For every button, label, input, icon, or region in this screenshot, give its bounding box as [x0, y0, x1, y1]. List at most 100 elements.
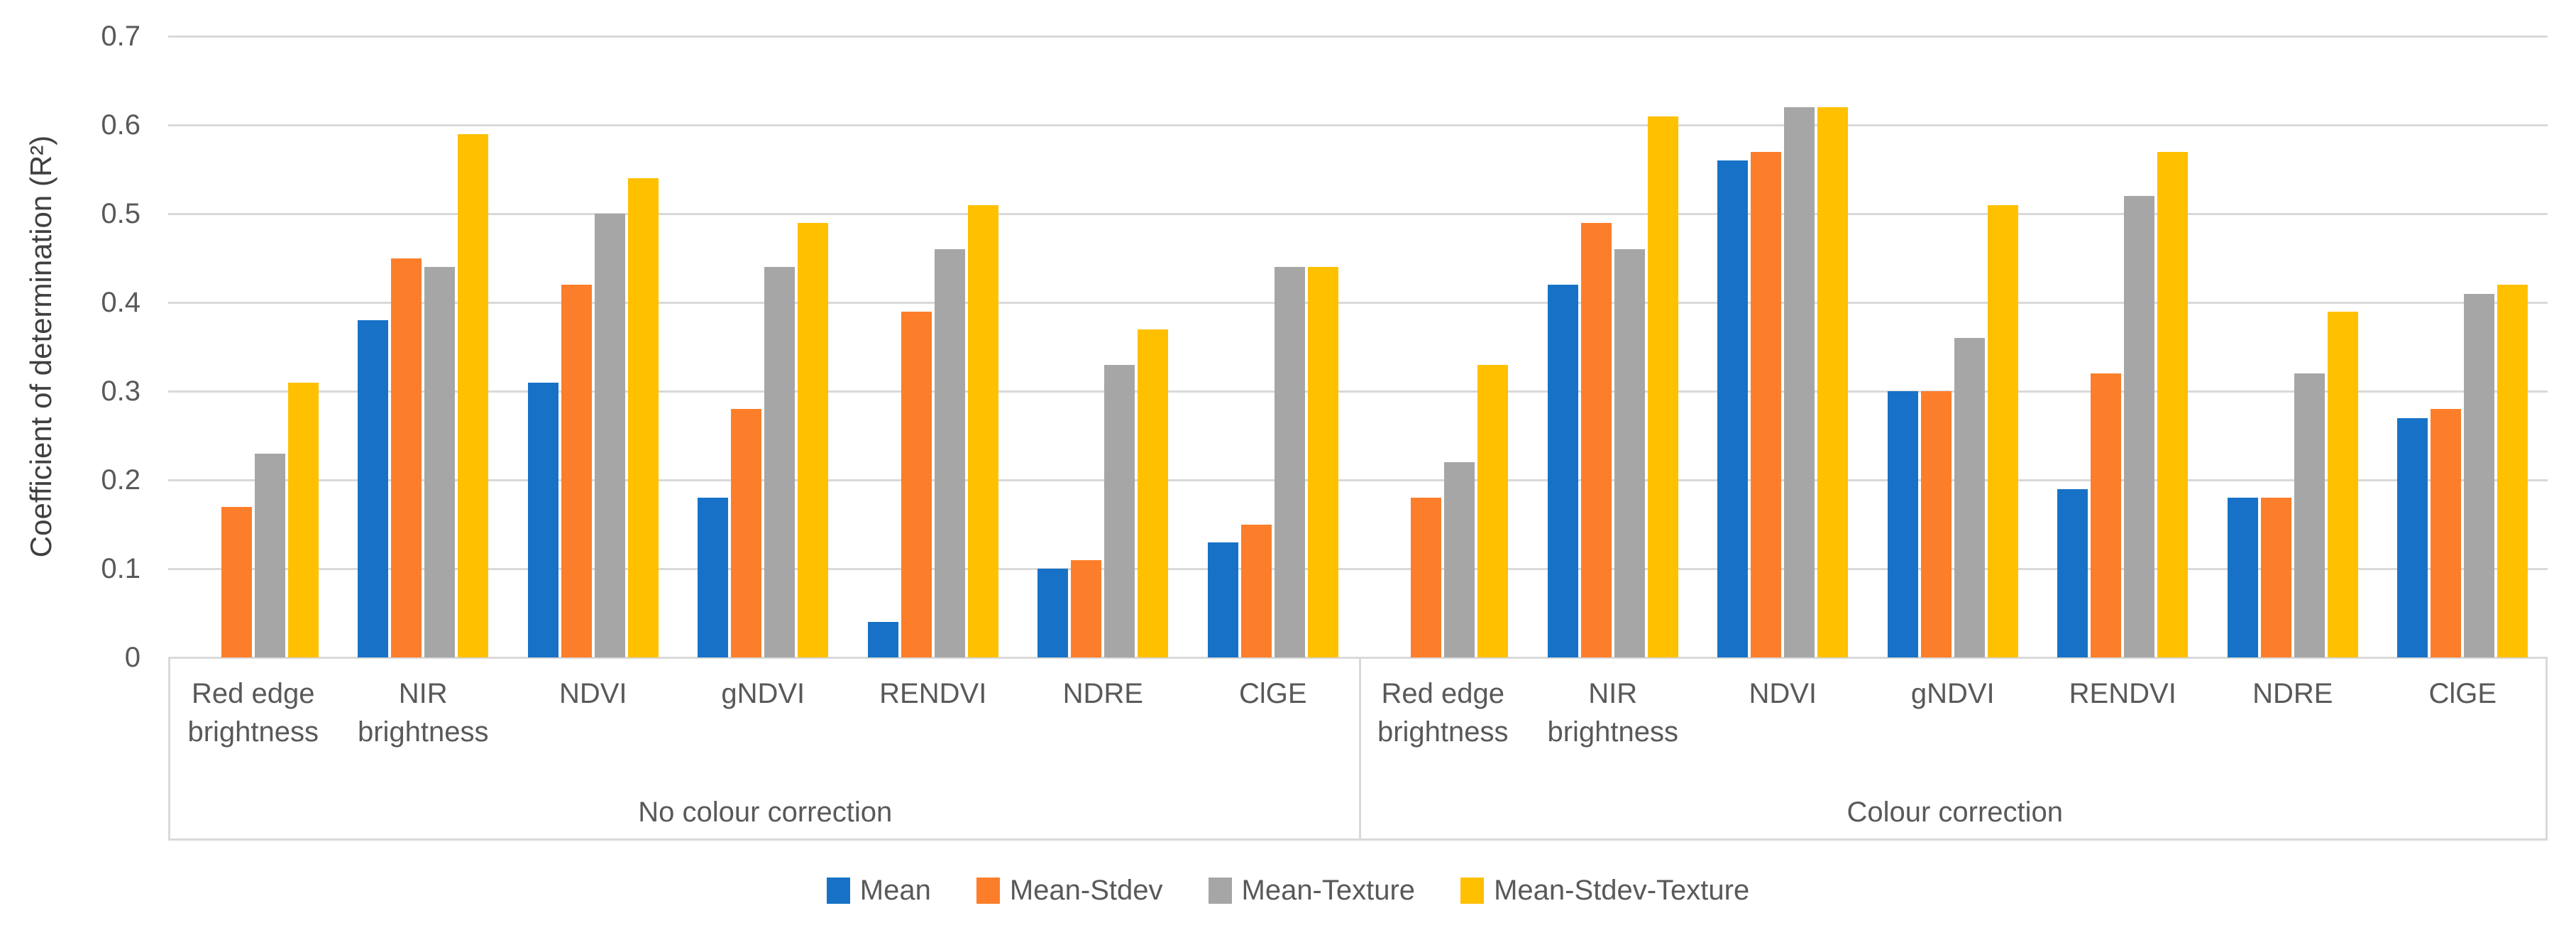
- legend-swatch: [1208, 878, 1232, 904]
- bar: [287, 382, 319, 657]
- bar: [1477, 364, 1509, 657]
- category-label: NDRE: [1062, 678, 1143, 709]
- legend-item: Mean: [826, 875, 931, 907]
- gridline: [168, 656, 2548, 659]
- bar: [2227, 498, 2258, 657]
- bar: [698, 498, 729, 657]
- plot-area: [168, 35, 2548, 659]
- bar: [1954, 338, 1985, 657]
- legend-swatch: [1460, 878, 1485, 904]
- gridline: [168, 567, 2548, 570]
- y-axis-title: Coefficient of determination (R²): [24, 135, 57, 558]
- category-label: NDVI: [1749, 678, 1817, 709]
- bar: [1037, 569, 1069, 657]
- bar: [627, 178, 659, 657]
- bar: [358, 320, 389, 657]
- legend-item: Mean-Texture: [1208, 875, 1416, 907]
- legend-swatch: [976, 878, 1000, 904]
- y-tick-label: 0.3: [101, 376, 141, 407]
- bar: [1104, 364, 1135, 657]
- gridline: [168, 479, 2548, 481]
- bar: [967, 204, 998, 657]
- bar: [1647, 116, 1678, 657]
- category-label: RENDVI: [879, 678, 987, 709]
- bar: [1920, 391, 1952, 657]
- bar: [1444, 462, 1475, 657]
- group-divider: [1359, 657, 1361, 838]
- y-tick-label: 0.4: [101, 287, 141, 318]
- bar: [424, 267, 456, 657]
- y-tick-label: 0: [124, 642, 141, 673]
- category-label: NDRE: [2252, 678, 2333, 709]
- bar: [391, 258, 422, 657]
- legend-label: Mean: [859, 875, 931, 906]
- bar: [2157, 151, 2189, 657]
- group-label: Colour correction: [1846, 797, 2064, 828]
- category-label: Red edge brightness: [1377, 678, 1509, 748]
- bar: [561, 285, 592, 657]
- bar: [2431, 409, 2462, 657]
- bar: [594, 214, 625, 657]
- legend-label: Mean-Stdev-Texture: [1494, 875, 1750, 906]
- gridline: [168, 390, 2548, 393]
- bar: [2464, 293, 2495, 657]
- legend-item: Mean-Stdev: [976, 875, 1163, 907]
- y-tick-label: 0.5: [101, 198, 141, 229]
- legend-item: Mean-Stdev-Texture: [1460, 875, 1749, 907]
- y-tick-label: 0.6: [101, 109, 141, 141]
- bar: [2497, 285, 2528, 657]
- bar: [1580, 222, 1612, 657]
- bar: [1138, 329, 1169, 657]
- gridline: [168, 35, 2548, 38]
- bar: [901, 311, 932, 657]
- legend-swatch: [826, 878, 850, 904]
- y-tick-label: 0.7: [101, 21, 141, 52]
- bar: [1071, 559, 1102, 657]
- bar: [1717, 160, 1749, 657]
- gridline: [168, 212, 2548, 215]
- bar: [458, 133, 489, 657]
- bar: [1614, 249, 1645, 657]
- category-label: ClGE: [1238, 678, 1307, 709]
- category-label: Red edge brightness: [187, 678, 319, 748]
- bar: [1274, 267, 1305, 657]
- bar: [2327, 311, 2358, 657]
- bar: [2057, 488, 2088, 657]
- group-label: No colour correction: [638, 797, 893, 828]
- legend: Mean Mean-Stdev Mean-Texture Mean-Stdev-Tex…: [0, 875, 2576, 907]
- bar: [1207, 542, 1238, 657]
- bar: [1987, 204, 2018, 657]
- bar: [2260, 498, 2291, 657]
- category-label: ClGE: [2428, 678, 2497, 709]
- legend-label: Mean-Stdev: [1009, 875, 1163, 906]
- bar: [798, 222, 829, 657]
- bar: [527, 382, 558, 657]
- legend-label: Mean-Texture: [1241, 875, 1416, 906]
- bar: [731, 409, 762, 657]
- category-label: gNDVI: [1910, 678, 1995, 709]
- bar: [934, 249, 965, 657]
- bar: [1887, 391, 1918, 657]
- bar: [2294, 373, 2325, 657]
- bar: [1411, 498, 1442, 657]
- bar: [221, 506, 252, 657]
- bar: [764, 267, 796, 657]
- gridline: [168, 301, 2548, 304]
- y-tick-label: 0.1: [101, 553, 141, 584]
- bar: [2124, 196, 2155, 657]
- gridline: [168, 124, 2548, 126]
- bar: [867, 622, 898, 657]
- bar: [1784, 107, 1815, 657]
- category-label: gNDVI: [721, 678, 805, 709]
- category-label: NIR brightness: [1547, 678, 1679, 748]
- category-label: RENDVI: [2069, 678, 2176, 709]
- bar: [1307, 267, 1338, 657]
- bar: [254, 453, 285, 657]
- bar: [1240, 524, 1272, 657]
- category-label: NDVI: [558, 678, 627, 709]
- bar: [1547, 285, 1578, 657]
- bar: [1817, 107, 1849, 657]
- bar: [2397, 417, 2428, 657]
- y-tick-label: 0.2: [101, 464, 141, 496]
